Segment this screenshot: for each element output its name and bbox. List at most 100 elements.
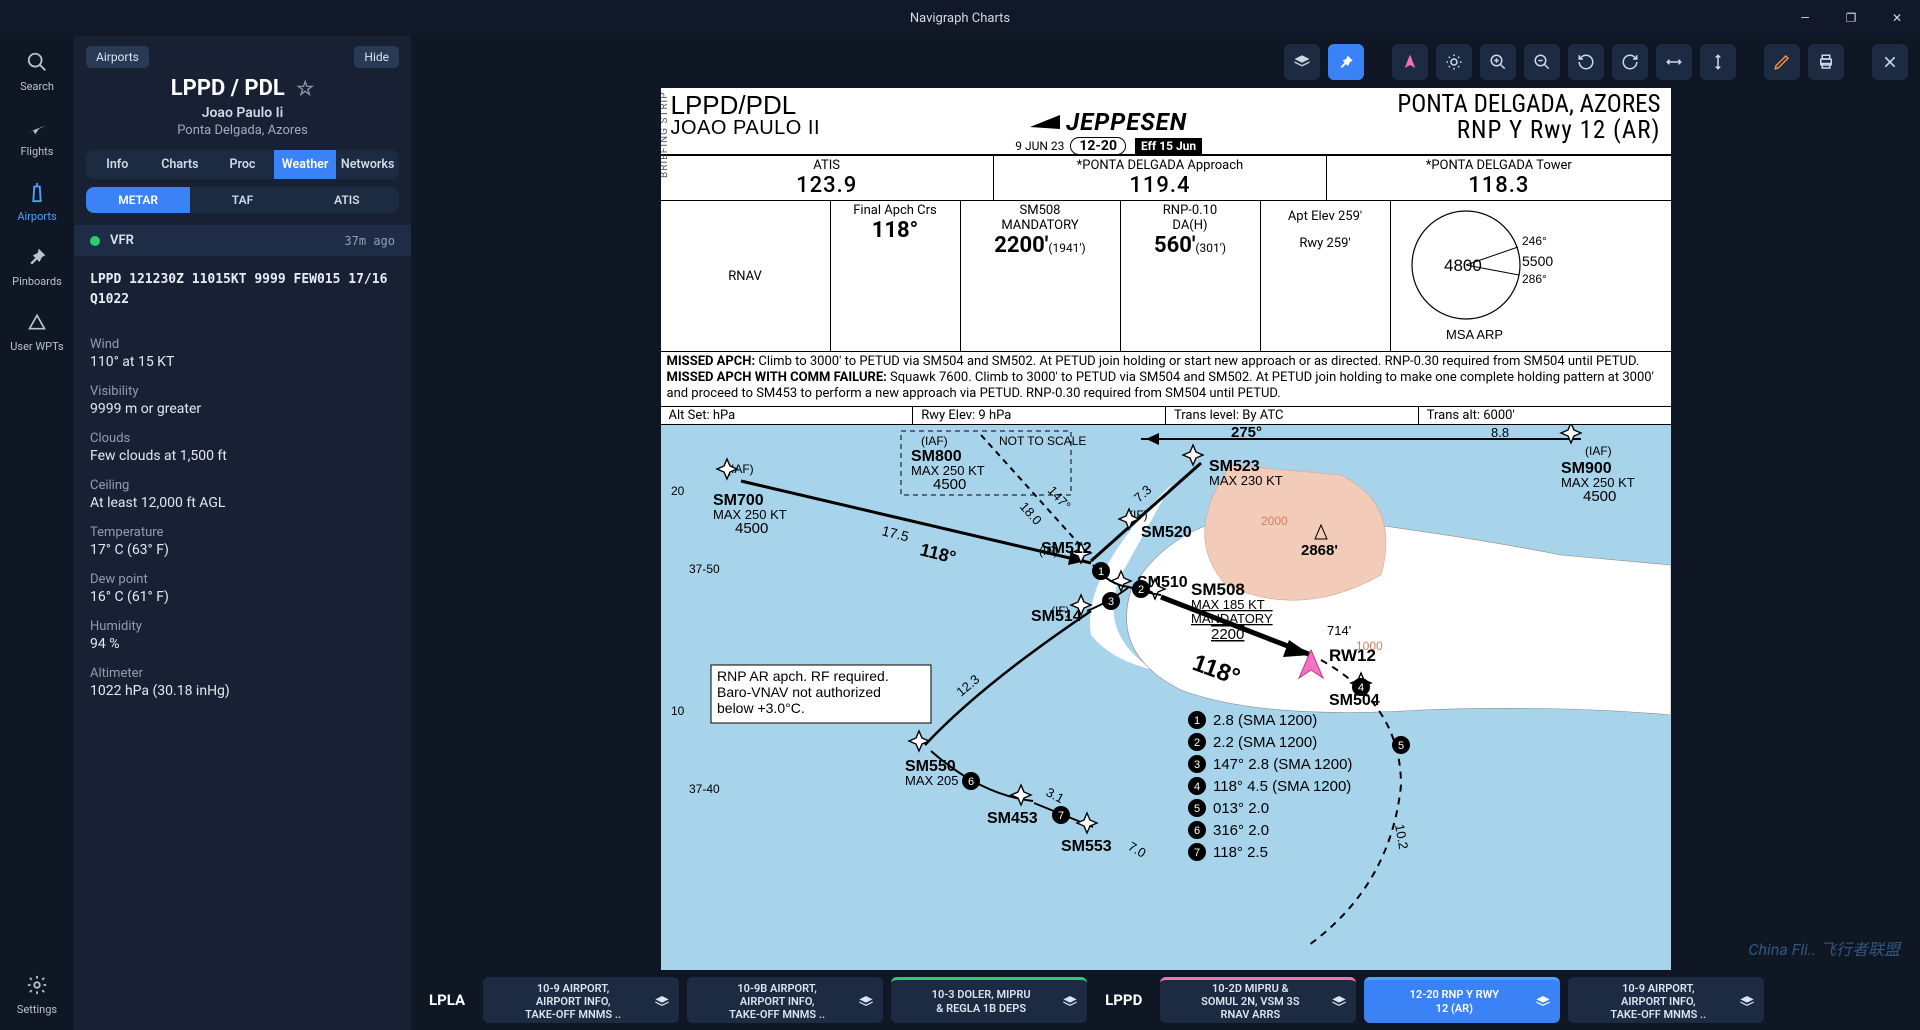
zoom-in-button[interactable] <box>1480 44 1516 80</box>
svg-text:7: 7 <box>1194 847 1200 859</box>
svg-text:37-40: 37-40 <box>689 782 720 796</box>
annotate-button[interactable] <box>1764 44 1800 80</box>
svg-text:4: 4 <box>1358 682 1364 694</box>
brief-sm508-p: (1941') <box>1048 241 1085 255</box>
svg-text:5: 5 <box>1398 740 1404 752</box>
svg-text:3: 3 <box>1108 596 1114 608</box>
svg-text:275°: 275° <box>1231 425 1262 441</box>
metar-field: Humidity94 % <box>90 619 395 652</box>
back-airports-button[interactable]: Airports <box>86 46 149 68</box>
pinned-chart-4[interactable]: 12-20 RNP Y RWY12 (AR) <box>1364 977 1560 1023</box>
metar-field-value: At least 12,000 ft AGL <box>90 495 395 511</box>
airport-panel: Airports Hide LPPD / PDL ☆ Joao Paulo Ii… <box>74 36 411 1030</box>
layers-icon[interactable] <box>1330 994 1348 1010</box>
pinned-chart-label: 10-9 AIRPORT,AIRPORT INFO,TAKE-OFF MNMS … <box>493 982 653 1022</box>
approach-chart[interactable]: LPPD/PDL JOAO PAULO II JEPPESEN 9 JUN 23… <box>661 88 1671 990</box>
maximize-button[interactable]: ❐ <box>1828 0 1874 36</box>
svg-text:RW12: RW12 <box>1329 646 1376 665</box>
pin-chart-button[interactable] <box>1328 44 1364 80</box>
pinned-chart-2[interactable]: 10-3 DOLER, MIPRU& REGLA 1B DEPS <box>891 977 1087 1023</box>
subtab-metar[interactable]: METAR <box>86 187 190 213</box>
layers-button[interactable] <box>1284 44 1320 80</box>
zoom-out-button[interactable] <box>1524 44 1560 80</box>
app-title: Navigraph Charts <box>910 11 1010 26</box>
nav-userwpts-label: User WPTs <box>10 340 63 353</box>
svg-text:SM453: SM453 <box>987 810 1038 827</box>
msa-diagram: 4800 246° 5500 286° MSA ARP <box>1396 205 1556 345</box>
close-button[interactable]: ✕ <box>1874 0 1920 36</box>
weather-subtabs: METAR TAF ATIS <box>86 187 399 213</box>
svg-text:6: 6 <box>968 776 974 788</box>
window-controls: — ❐ ✕ <box>1782 0 1920 36</box>
layers-icon[interactable] <box>1738 994 1756 1010</box>
rotate-cw-button[interactable] <box>1612 44 1648 80</box>
gear-icon <box>25 973 49 997</box>
nav-pinboards[interactable]: Pinboards <box>12 245 62 288</box>
subtab-taf[interactable]: TAF <box>190 187 294 213</box>
nav-airports-label: Airports <box>17 210 56 223</box>
svg-text:RNP AR apch. RF required.: RNP AR apch. RF required. <box>717 668 889 684</box>
pinned-chart-label: 12-20 RNP Y RWY12 (AR) <box>1374 988 1534 1014</box>
brief-final-value: 118° <box>835 218 956 243</box>
svg-text:2: 2 <box>1138 584 1144 596</box>
metar-field-label: Ceiling <box>90 478 395 493</box>
flight-category: VFR <box>110 233 134 248</box>
svg-text:286°: 286° <box>1522 272 1547 286</box>
svg-text:316° 2.0: 316° 2.0 <box>1213 822 1269 839</box>
ownship-button[interactable] <box>1392 44 1428 80</box>
chart-plan-view: 2868' 2000 1000 714' 20 10 37-50 37-40 <box>661 425 1671 973</box>
fit-width-button[interactable] <box>1656 44 1692 80</box>
freq-twr-label: *PONTA DELGADA Tower <box>1333 158 1664 173</box>
layers-icon[interactable] <box>1061 994 1079 1010</box>
tab-weather[interactable]: Weather <box>274 150 337 179</box>
print-button[interactable] <box>1808 44 1844 80</box>
metar-decoded-list: Wind110° at 15 KTVisibility9999 m or gre… <box>74 317 411 715</box>
svg-text:(IAF): (IAF) <box>921 434 948 448</box>
metar-field-value: 16° C (61° F) <box>90 589 395 605</box>
metar-raw: LPPD 121230Z 11015KT 9999 FEW015 17/16 Q… <box>74 256 411 317</box>
nav-airports[interactable]: Airports <box>17 180 56 223</box>
svg-text:4800: 4800 <box>1444 256 1482 275</box>
minimize-button[interactable]: — <box>1782 0 1828 36</box>
jeppesen-logo-icon <box>1030 115 1060 129</box>
svg-text:2: 2 <box>1194 737 1200 749</box>
nav-search[interactable]: Search <box>20 50 54 93</box>
metar-field: Wind110° at 15 KT <box>90 337 395 370</box>
hide-panel-button[interactable]: Hide <box>354 46 399 68</box>
svg-text:(IAF): (IAF) <box>1585 444 1612 458</box>
pinned-chart-5[interactable]: 10-9 AIRPORT,AIRPORT INFO,TAKE-OFF MNMS … <box>1568 977 1764 1023</box>
pinned-chart-3[interactable]: 10-2D MIPRU &SOMUL 2N, VSM 3SRNAV ARRS <box>1160 977 1356 1023</box>
layers-icon[interactable] <box>857 994 875 1010</box>
nav-flights[interactable]: Flights <box>21 115 54 158</box>
nav-settings-label: Settings <box>17 1003 57 1016</box>
pinned-chart-1[interactable]: 10-9B AIRPORT,AIRPORT INFO,TAKE-OFF MNMS… <box>687 977 883 1023</box>
layers-icon[interactable] <box>1534 994 1552 1010</box>
triangle-icon <box>25 310 49 334</box>
airport-tabs: Info Charts Proc Weather Networks <box>86 150 399 179</box>
tab-proc[interactable]: Proc <box>211 150 274 179</box>
tab-info[interactable]: Info <box>86 150 149 179</box>
fit-height-button[interactable] <box>1700 44 1736 80</box>
svg-text:013° 2.0: 013° 2.0 <box>1213 800 1269 817</box>
nav-userwpts[interactable]: User WPTs <box>10 310 63 353</box>
svg-text:10: 10 <box>671 704 685 718</box>
subtab-atis[interactable]: ATIS <box>295 187 399 213</box>
chart-provider: JEPPESEN <box>1066 108 1187 136</box>
close-chart-button[interactable] <box>1872 44 1908 80</box>
airport-title: LPPD / PDL ☆ <box>74 72 411 101</box>
tab-networks[interactable]: Networks <box>336 150 399 179</box>
brightness-button[interactable] <box>1436 44 1472 80</box>
pinned-chart-0[interactable]: 10-9 AIRPORT,AIRPORT INFO,TAKE-OFF MNMS … <box>483 977 679 1023</box>
tab-charts[interactable]: Charts <box>149 150 212 179</box>
nav-settings[interactable]: Settings <box>17 973 57 1016</box>
svg-text:3: 3 <box>1194 759 1200 771</box>
svg-text:5: 5 <box>1194 803 1200 815</box>
layers-icon[interactable] <box>653 994 671 1010</box>
rotate-ccw-button[interactable] <box>1568 44 1604 80</box>
chart-eff: Eff 15 Jun <box>1135 138 1202 154</box>
favorite-star-icon[interactable]: ☆ <box>296 76 314 100</box>
svg-text:SM520: SM520 <box>1141 524 1192 541</box>
svg-text:37-50: 37-50 <box>689 562 720 576</box>
titlebar: Navigraph Charts — ❐ ✕ <box>0 0 1920 36</box>
freq-twr-value: 118.3 <box>1333 173 1664 198</box>
